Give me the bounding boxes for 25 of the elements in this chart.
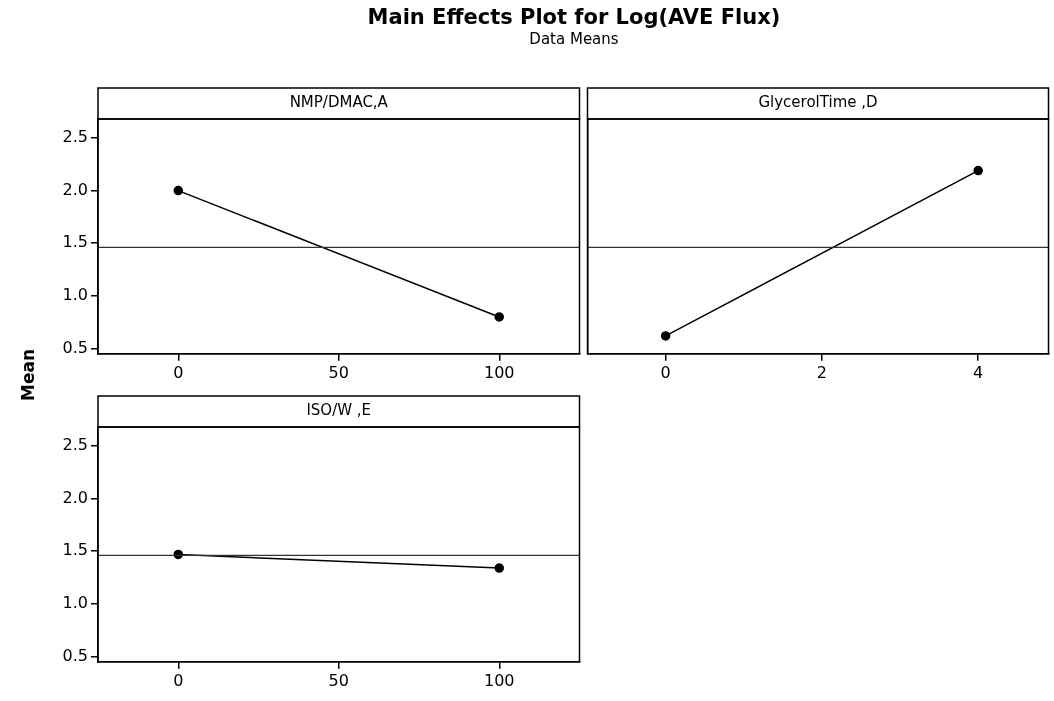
chart-title: ISO/W ,E <box>306 401 372 420</box>
x-tick-label: 100 <box>483 670 515 690</box>
x-tick-label: 2 <box>816 362 827 382</box>
x-tick-label: 50 <box>328 362 349 382</box>
x-tick-label: 4 <box>973 362 984 382</box>
y-tick-label: 1.0 <box>62 285 88 305</box>
chart-title: NMP/DMAC,A <box>289 93 389 112</box>
y-tick-label: 0.5 <box>62 337 88 357</box>
text: Main Effects Plot for Log(AVE Flux) <box>366 4 782 30</box>
chart-title: GlycerolTime ,D <box>758 93 878 112</box>
x-tick-label: 50 <box>328 670 349 690</box>
y-tick-label: 1.5 <box>62 540 88 560</box>
x-tick-label: 0 <box>660 362 671 382</box>
x-tick-label: 0 <box>173 670 184 690</box>
y-tick-label: 2.5 <box>62 127 88 147</box>
y-tick-label: 1.0 <box>62 593 88 613</box>
x-tick-label: 0 <box>173 362 184 382</box>
y-tick-label: 2.5 <box>62 435 88 455</box>
y-tick-label: 0.5 <box>62 645 88 665</box>
y-axis-title: Mean <box>18 348 38 402</box>
text: Data Means <box>528 30 620 48</box>
y-tick-label: 2.0 <box>62 179 88 199</box>
y-tick-label: 2.0 <box>62 487 88 507</box>
y-tick-label: 1.5 <box>62 232 88 252</box>
x-tick-label: 100 <box>483 362 515 382</box>
